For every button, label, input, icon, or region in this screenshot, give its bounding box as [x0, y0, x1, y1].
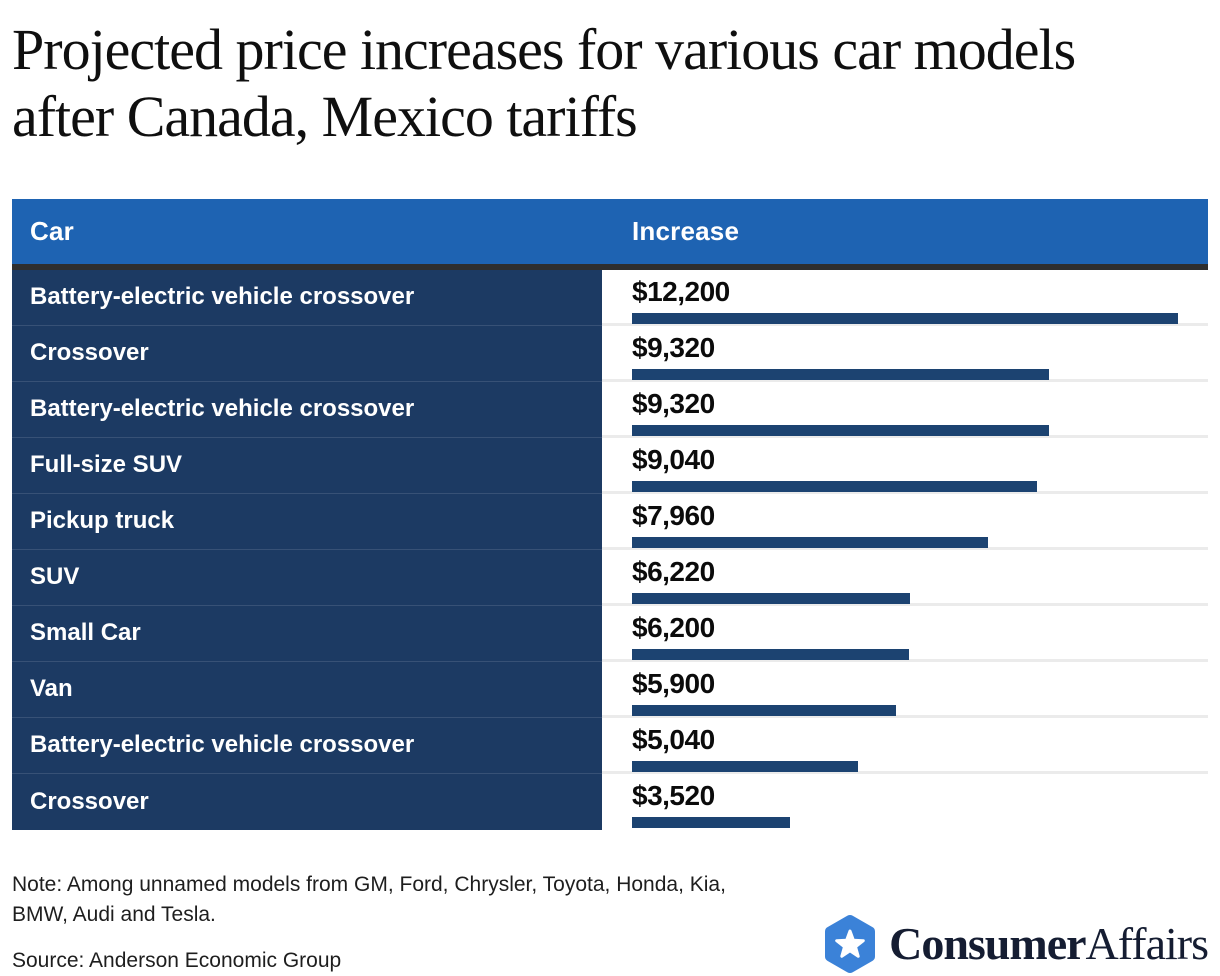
- car-label: Van: [12, 661, 602, 718]
- table-row: Crossover $9,320: [12, 325, 1208, 382]
- chart-title: Projected price increases for various ca…: [12, 17, 1076, 150]
- increase-bar: [632, 536, 988, 548]
- table-row: Full-size SUV $9,040: [12, 437, 1208, 494]
- increase-cell: $5,900: [602, 661, 1208, 718]
- increase-cell: $6,220: [602, 549, 1208, 606]
- table-body: Battery-electric vehicle crossover $12,2…: [12, 269, 1208, 830]
- car-label: Crossover: [12, 773, 602, 830]
- car-label: Full-size SUV: [12, 437, 602, 494]
- increase-bar: [632, 760, 858, 772]
- car-label: Battery-electric vehicle crossover: [12, 717, 602, 774]
- increase-bar: [632, 368, 1049, 380]
- increase-value: $6,200: [632, 611, 715, 643]
- table-header: Car Increase: [12, 198, 1208, 264]
- table-row: SUV $6,220: [12, 549, 1208, 606]
- increase-cell: $7,960: [602, 493, 1208, 550]
- notes-block: Note: Among unnamed models from GM, Ford…: [12, 870, 757, 976]
- table-row: Crossover $3,520: [12, 773, 1208, 830]
- car-label: Crossover: [12, 325, 602, 382]
- increase-cell: $5,040: [602, 717, 1208, 774]
- increase-value: $5,900: [632, 667, 715, 699]
- increase-value: $7,960: [632, 499, 715, 531]
- increase-value: $9,320: [632, 331, 715, 363]
- increase-cell: $12,200: [602, 269, 1208, 326]
- increase-bar: [632, 592, 910, 604]
- column-header-car: Car: [30, 215, 74, 246]
- increase-value: $12,200: [632, 275, 730, 307]
- increase-value: $9,320: [632, 387, 715, 419]
- logo-text: ConsumerAffairs: [889, 917, 1209, 969]
- increase-bar: [632, 704, 896, 716]
- source-text: Source: Anderson Economic Group: [12, 948, 342, 972]
- car-label: Pickup truck: [12, 493, 602, 550]
- increase-cell: $9,320: [602, 325, 1208, 382]
- increase-value: $3,520: [632, 779, 715, 811]
- car-label: Small Car: [12, 605, 602, 662]
- column-header-increase: Increase: [632, 215, 740, 246]
- logo-affairs: Affairs: [1085, 917, 1209, 969]
- increase-cell: $9,320: [602, 381, 1208, 438]
- logo-consumer: Consumer: [889, 917, 1086, 969]
- table-row: Small Car $6,200: [12, 605, 1208, 662]
- increase-bar: [632, 312, 1178, 324]
- table-row: Pickup truck $7,960: [12, 493, 1208, 550]
- car-label: SUV: [12, 549, 602, 606]
- consumeraffairs-logo: ConsumerAffairs: [822, 914, 1209, 976]
- table-row: Battery-electric vehicle crossover $5,04…: [12, 717, 1208, 774]
- header-divider: [12, 263, 1208, 270]
- increase-value: $5,040: [632, 723, 715, 755]
- table-row: Battery-electric vehicle crossover $9,32…: [12, 381, 1208, 438]
- increase-value: $6,220: [632, 555, 715, 587]
- increase-bar: [632, 648, 909, 660]
- increase-bar: [632, 816, 790, 828]
- note-text: Note: Among unnamed models from GM, Ford…: [12, 872, 726, 926]
- car-label: Battery-electric vehicle crossover: [12, 381, 602, 438]
- price-table: Car Increase Battery-electric vehicle cr…: [12, 198, 1208, 830]
- hexagon-star-icon: [825, 914, 876, 973]
- increase-cell: $3,520: [602, 773, 1208, 830]
- table-row: Battery-electric vehicle crossover $12,2…: [12, 269, 1208, 326]
- increase-bar: [632, 480, 1037, 492]
- table-row: Van $5,900: [12, 661, 1208, 718]
- footer: Note: Among unnamed models from GM, Ford…: [12, 870, 1209, 976]
- increase-value: $9,040: [632, 443, 715, 475]
- increase-bar: [632, 424, 1049, 436]
- increase-cell: $9,040: [602, 437, 1208, 494]
- car-label: Battery-electric vehicle crossover: [12, 269, 602, 326]
- increase-cell: $6,200: [602, 605, 1208, 662]
